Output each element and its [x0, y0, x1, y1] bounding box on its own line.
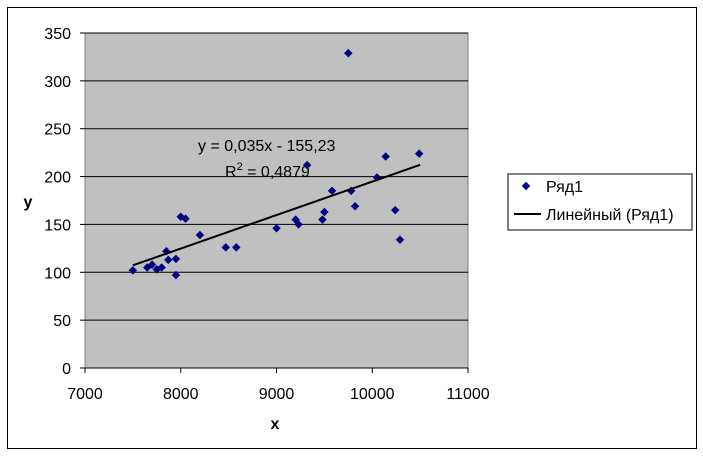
legend-label-trendline: Линейный (Ряд1)	[546, 207, 674, 224]
y-tick-label: 150	[44, 217, 71, 234]
trendline-equation: y = 0,035x - 155,23	[198, 138, 336, 155]
data-point	[164, 255, 173, 265]
legend-box	[507, 173, 693, 231]
data-point	[128, 266, 138, 275]
x-axis-title: x	[271, 416, 280, 433]
y-tick-label: 350	[44, 26, 71, 43]
data-point	[294, 220, 303, 229]
x-tick-labels: 7000 8000 9000 10000 11000	[67, 386, 490, 403]
data-point	[171, 254, 181, 264]
data-points	[128, 48, 424, 280]
data-point	[232, 243, 241, 252]
data-point	[157, 263, 166, 272]
data-point	[171, 270, 181, 280]
data-point	[302, 160, 312, 170]
data-point	[395, 235, 405, 244]
y-tick-label: 250	[44, 122, 71, 139]
y-tick-label: 50	[53, 313, 71, 330]
r2-prefix: R	[225, 164, 237, 181]
y-tick-labels: 0 50 100 150 200 250 300 350	[44, 26, 71, 378]
data-point	[181, 214, 190, 223]
data-point	[344, 48, 353, 58]
legend: Ряд1 Линейный (Ряд1)	[507, 173, 693, 231]
y-tick-label: 300	[44, 74, 71, 91]
data-point	[318, 215, 327, 224]
r2-superscript: 2	[237, 161, 243, 173]
data-point	[320, 207, 329, 217]
data-point	[381, 152, 390, 161]
x-tick-label: 8000	[163, 386, 199, 403]
data-point	[414, 149, 424, 158]
chart-svg: 0 50 100 150 200 250 300 350 7000 8000 9000 10000 1…	[24, 26, 693, 433]
legend-label-series1: Ряд1	[546, 179, 583, 196]
data-point	[327, 186, 337, 196]
y-tick-label: 100	[44, 265, 71, 282]
trendline	[132, 163, 421, 267]
data-point	[350, 202, 360, 211]
y-tick-label: 200	[44, 170, 71, 187]
x-tick-label: 7000	[67, 386, 103, 403]
plot-area	[84, 32, 469, 369]
y-axis-title: y	[24, 194, 33, 211]
x-tick-label: 10000	[350, 386, 395, 403]
r2-value: = 0,4879	[243, 164, 310, 181]
data-point	[272, 224, 281, 233]
chart-frame: 0 50 100 150 200 250 300 350 7000 8000 9000 10000 1…	[7, 7, 697, 449]
x-tick-label: 11000	[446, 386, 489, 403]
data-point	[221, 243, 230, 252]
data-point	[195, 230, 205, 240]
trendline-r-squared: R2 = 0,4879	[225, 161, 310, 181]
y-tick-label: 0	[62, 361, 71, 378]
data-point	[390, 205, 400, 215]
data-point	[147, 260, 157, 269]
x-tick-label: 9000	[259, 386, 295, 403]
